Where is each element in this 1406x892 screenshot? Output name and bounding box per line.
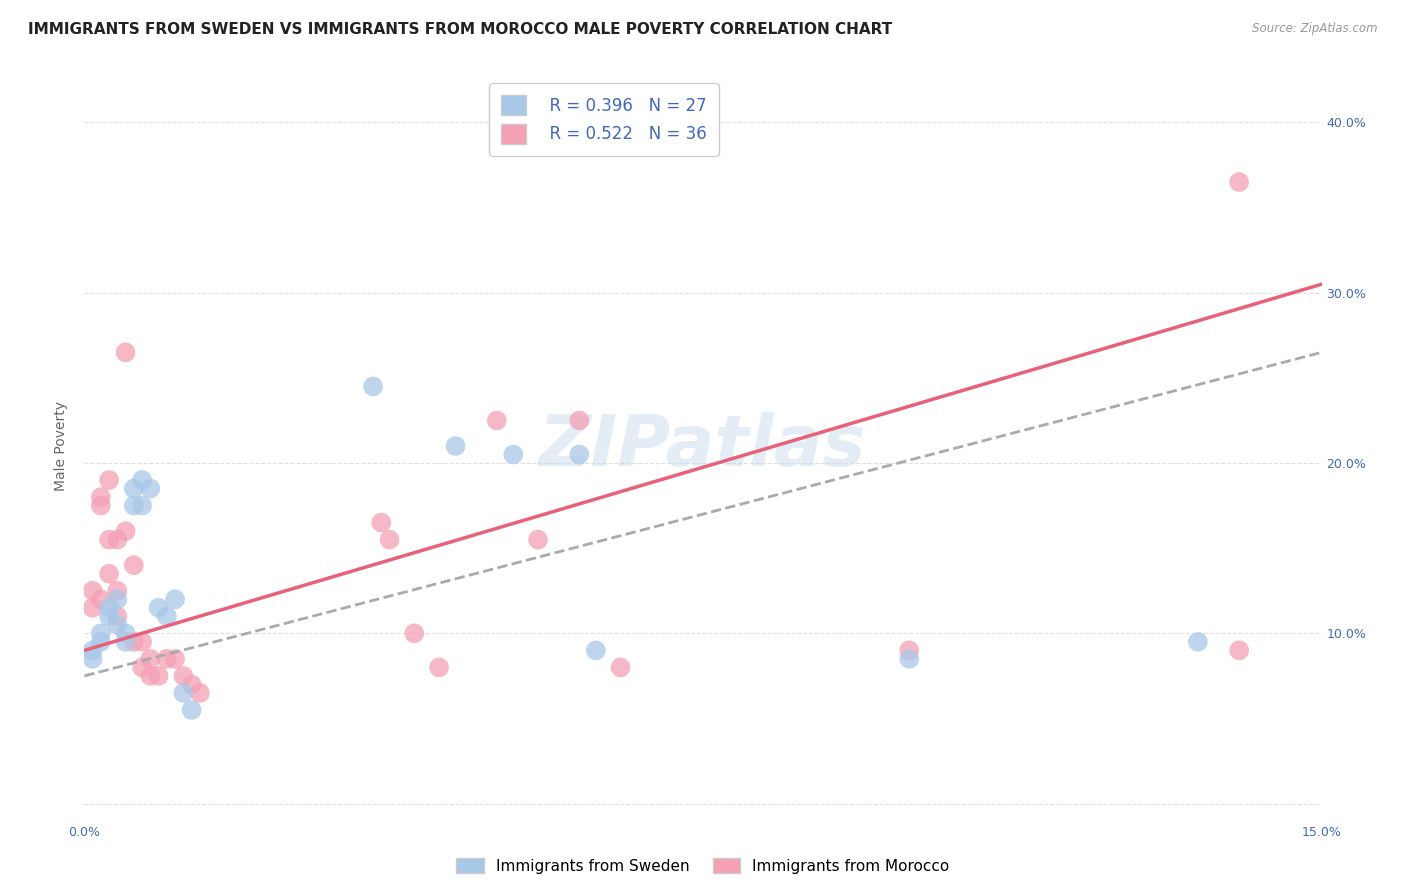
Point [114,345,136,359]
Point [82,652,104,666]
Point [114,524,136,538]
Point [90,626,112,640]
Point [90,499,112,513]
Point [180,677,202,691]
Point [105,533,128,547]
Point [165,652,187,666]
Point [370,516,392,530]
Point [404,626,426,640]
Point [148,669,170,683]
Point [188,686,211,700]
Point [898,643,921,657]
Point [172,669,194,683]
Point [122,499,145,513]
Point [427,660,450,674]
Point [585,643,607,657]
Point [105,617,128,632]
Point [105,583,128,598]
Point [898,652,921,666]
Point [98,533,121,547]
Point [1227,175,1250,189]
Point [131,499,153,513]
Point [568,448,591,462]
Y-axis label: Male Poverty: Male Poverty [55,401,69,491]
Point [148,600,170,615]
Point [90,490,112,504]
Point [156,609,179,624]
Text: IMMIGRANTS FROM SWEDEN VS IMMIGRANTS FROM MOROCCO MALE POVERTY CORRELATION CHART: IMMIGRANTS FROM SWEDEN VS IMMIGRANTS FRO… [28,22,893,37]
Point [90,592,112,607]
Point [122,558,145,573]
Point [139,669,162,683]
Point [82,643,104,657]
Point [122,482,145,496]
Point [180,703,202,717]
Point [90,635,112,649]
Point [1227,643,1250,657]
Point [568,413,591,427]
Point [98,473,121,487]
Point [172,686,194,700]
Point [165,592,187,607]
Point [139,482,162,496]
Point [527,533,550,547]
Point [98,609,121,624]
Point [1187,635,1209,649]
Point [105,592,128,607]
Text: Source: ZipAtlas.com: Source: ZipAtlas.com [1253,22,1378,36]
Point [609,660,631,674]
Point [156,652,179,666]
Point [114,635,136,649]
Point [122,635,145,649]
Point [378,533,401,547]
Point [105,609,128,624]
Legend: Immigrants from Sweden, Immigrants from Morocco: Immigrants from Sweden, Immigrants from … [450,852,956,880]
Point [131,473,153,487]
Point [361,379,384,393]
Point [485,413,508,427]
Point [82,600,104,615]
Point [502,448,524,462]
Point [114,626,136,640]
Legend:   R = 0.396   N = 27,   R = 0.522   N = 36: R = 0.396 N = 27, R = 0.522 N = 36 [489,84,718,156]
Text: ZIPatlas: ZIPatlas [540,411,866,481]
Point [139,652,162,666]
Point [444,439,467,453]
Point [131,660,153,674]
Point [82,583,104,598]
Point [98,600,121,615]
Point [131,635,153,649]
Point [98,566,121,581]
